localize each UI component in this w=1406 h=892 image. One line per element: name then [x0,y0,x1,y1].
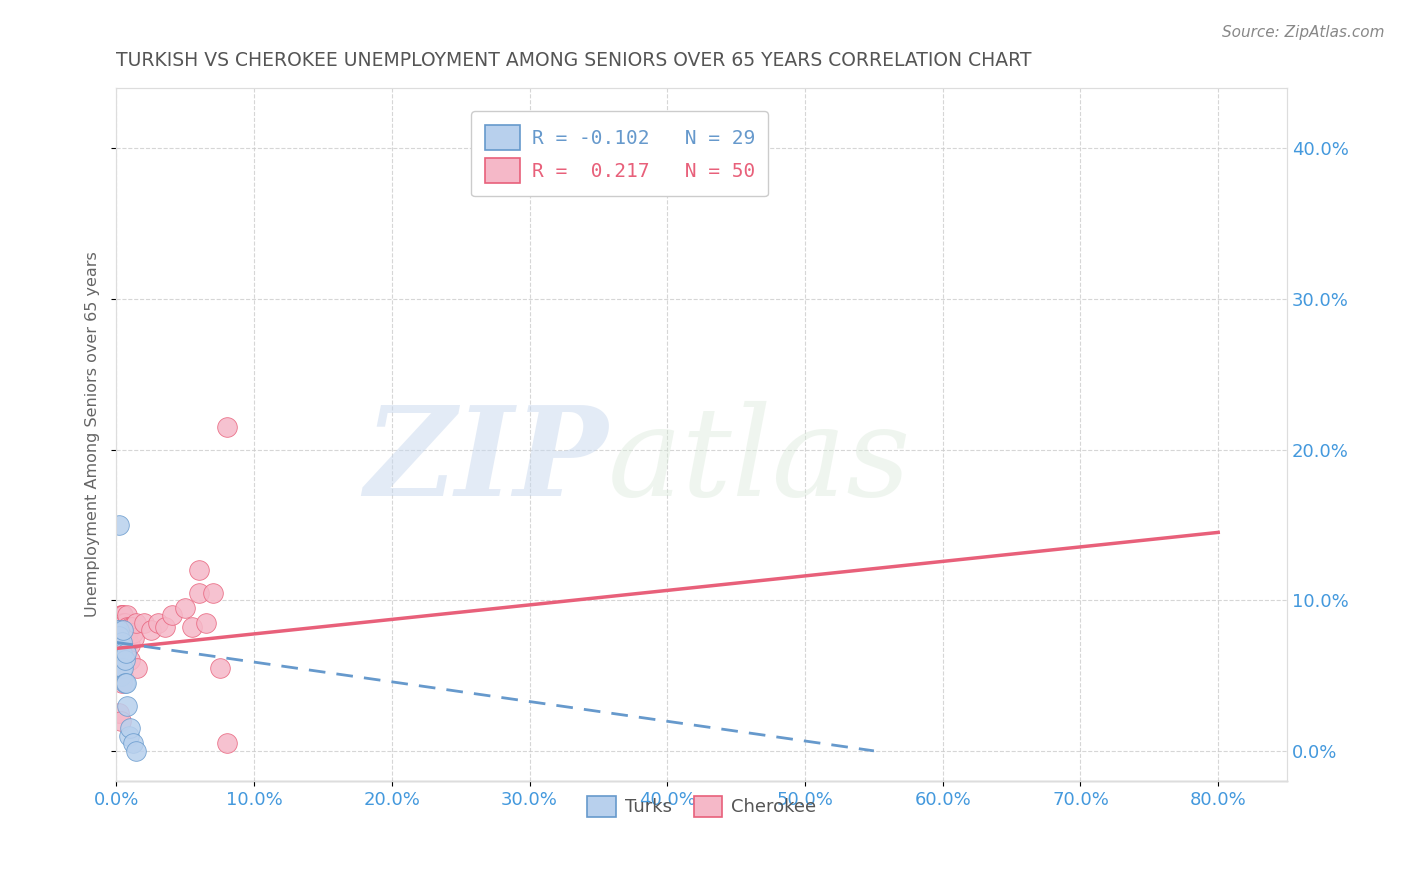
Point [107,635,129,649]
Point [117,631,139,645]
Point [117,608,139,623]
Point [107,631,129,645]
Point [112,626,135,640]
Point [153,620,176,634]
Point [115,626,138,640]
Point [139,624,162,638]
Point [111,608,134,623]
Point [111,646,134,660]
Point [125,661,148,675]
Point [114,676,136,690]
Point [188,585,211,599]
Point [122,736,145,750]
Point [111,626,134,640]
Point [117,698,139,713]
Point [105,624,128,638]
Point [188,563,211,577]
Point [112,668,135,682]
Point [105,646,128,660]
Point [146,615,169,630]
Legend: Turks, Cherokee: Turks, Cherokee [579,789,824,824]
Point [108,624,131,638]
Y-axis label: Unemployment Among Seniors over 65 years: Unemployment Among Seniors over 65 years [86,252,100,617]
Point [120,721,142,735]
Point [108,639,131,653]
Point [194,615,217,630]
Point [107,641,129,656]
Point [111,646,134,660]
Point [108,517,131,532]
Point [174,600,197,615]
Point [105,631,128,645]
Point [110,626,132,640]
Point [122,626,145,640]
Text: ZIP: ZIP [364,401,607,523]
Point [120,620,142,634]
Point [111,676,134,690]
Text: atlas: atlas [607,401,911,523]
Point [117,620,139,634]
Point [110,608,132,623]
Text: Source: ZipAtlas.com: Source: ZipAtlas.com [1222,25,1385,40]
Text: TURKISH VS CHEROKEE UNEMPLOYMENT AMONG SENIORS OVER 65 YEARS CORRELATION CHART: TURKISH VS CHEROKEE UNEMPLOYMENT AMONG S… [117,51,1032,70]
Point [121,620,143,634]
Point [107,641,129,656]
Point [201,585,224,599]
Point [120,653,142,667]
Point [118,729,141,743]
Point [105,624,128,638]
Point [112,624,135,638]
Point [108,629,131,643]
Point [114,615,136,630]
Point [112,615,135,630]
Point [111,661,134,675]
Point [107,626,129,640]
Point [215,420,238,434]
Point [115,646,138,660]
Point [118,624,141,638]
Point [112,661,135,675]
Point [114,653,136,667]
Point [110,714,132,728]
Point [215,736,238,750]
Point [115,676,138,690]
Point [112,608,135,623]
Point [110,661,132,675]
Point [124,631,146,645]
Point [132,615,155,630]
Point [115,620,138,634]
Point [111,635,134,649]
Point [108,620,131,634]
Point [208,661,231,675]
Point [108,615,131,630]
Point [110,668,132,682]
Point [110,653,132,667]
Point [125,615,148,630]
Point [105,661,128,675]
Point [108,706,131,721]
Point [120,639,142,653]
Point [114,646,136,660]
Point [181,620,204,634]
Point [105,653,128,667]
Point [110,639,132,653]
Point [110,615,132,630]
Point [108,646,131,660]
Point [160,608,183,623]
Point [125,744,148,758]
